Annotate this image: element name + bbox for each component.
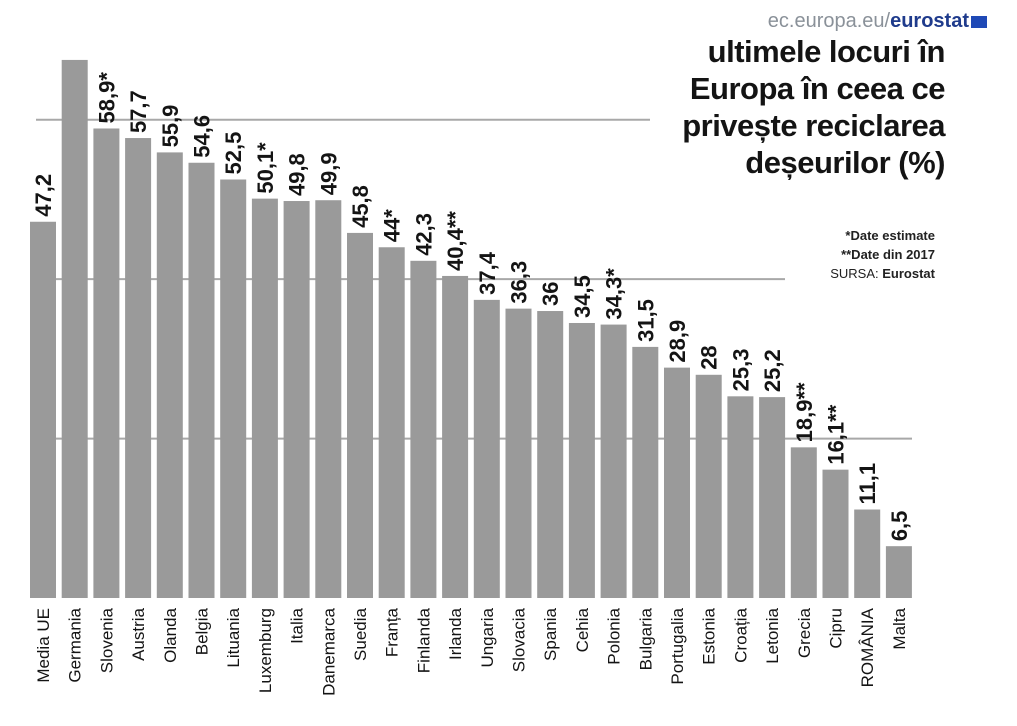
data-label-3: 57,7 [126,90,151,133]
data-label-22: 25,3 [728,348,753,391]
tick-label-24: Grecia [795,607,814,658]
data-label-10: 45,8 [348,185,373,228]
bar-3 [125,138,152,598]
tick-label-13: Irlanda [446,607,465,660]
data-label-5: 54,6 [190,115,215,158]
tick-label-26: ROMÂNIA [858,607,877,687]
chart-notes: *Date estimate **Date din 2017 SURSA: Eu… [830,226,935,283]
data-label-6: 52,5 [221,132,246,175]
data-label-25: 16,1** [824,404,849,464]
bar-18 [600,324,627,598]
bar-17 [568,322,595,598]
note-source: SURSA: Eurostat [830,264,935,283]
chart-title: ultimele locuri în Europa în ceea ce pri… [682,34,945,180]
bar-10 [347,232,373,598]
tick-label-2: Slovenia [97,607,116,673]
bar-20 [664,367,690,598]
data-label-12: 42,3 [411,213,436,256]
bar-11 [378,247,405,598]
tick-label-22: Croația [731,607,750,662]
bar-1 [61,59,88,598]
bar-19 [632,346,659,598]
tick-label-4: Olanda [161,607,180,662]
data-label-19: 31,5 [633,299,658,342]
data-label-21: 28 [697,345,722,369]
data-label-23: 25,2 [760,349,785,392]
eu-flag-icon [971,15,987,28]
bar-9 [315,200,342,598]
category-tick-labels: Media UE Germania Slovenia Austria Olanda Bel… [34,607,909,696]
tick-label-23: Letonia [763,607,782,663]
bar-23 [759,397,786,598]
bar-26 [854,509,881,598]
tick-label-5: Belgia [193,607,212,655]
tick-label-10: Suedia [351,607,370,660]
bar-13 [442,275,469,598]
source-brand: ec.europa.eu/eurostat [768,10,987,33]
bar-24 [790,447,817,598]
note-estimated: *Date estimate [845,228,935,243]
tick-label-0: Media UE [34,608,53,683]
data-label-15: 36,3 [507,261,532,304]
data-label-0: 47,2 [31,174,56,217]
source-domain: ec.europa.eu/ [767,10,891,32]
bar-2 [93,128,120,599]
bar-22 [727,396,754,598]
tick-label-14: Ungaria [478,607,497,667]
bar-8 [283,201,310,598]
data-label-7: 50,1* [253,142,278,194]
tick-label-7: Luxemburg [256,608,275,693]
data-labels: 47,2 58,9* 57,7 55,9 54,6 52,5 50,1* 49,8 49,9 45… [31,72,912,542]
data-label-20: 28,9 [665,320,690,363]
data-label-17: 34,5 [570,275,595,318]
tick-label-20: Portugalia [668,607,687,684]
bar-21 [695,374,722,598]
bar-0 [30,221,56,598]
tick-label-15: Slovacia [510,607,529,672]
data-label-26: 11,1 [855,463,880,505]
tick-label-27: Malta [890,607,909,649]
tick-label-17: Cehia [573,607,592,652]
note-from-2017: **Date din 2017 [841,247,935,262]
data-label-4: 55,9 [158,105,183,148]
data-label-8: 49,8 [285,153,310,196]
data-label-14: 37,4 [475,251,500,295]
tick-label-8: Italia [288,607,307,643]
source-label: SURSA: [830,266,879,281]
source-value: Eurostat [882,266,935,281]
data-label-27: 6,5 [887,511,912,542]
bar-25 [822,469,849,598]
data-label-2: 58,9* [94,72,119,124]
bar-27 [885,546,912,598]
data-label-9: 49,9 [316,152,341,195]
bars [30,59,912,599]
bar-14 [473,299,500,598]
tick-label-3: Austria [129,607,148,660]
bar-4 [156,152,183,598]
data-label-16: 36 [538,282,563,306]
tick-label-11: Franța [383,607,402,657]
tick-label-12: Finlanda [414,607,433,673]
bar-7 [251,198,278,599]
data-label-13: 40,4** [443,211,468,271]
tick-label-18: Polonia [605,607,624,664]
tick-label-19: Bulgaria [636,607,655,670]
tick-label-16: Spania [541,607,560,660]
source-brand-name: eurostat [890,10,969,32]
tick-label-6: Lituania [224,607,243,667]
tick-label-25: Cipru [827,608,846,649]
bar-12 [410,260,437,598]
tick-label-1: Germania [66,607,85,682]
data-label-11: 44* [380,209,405,242]
tick-label-9: Danemarca [319,607,338,695]
tick-label-21: Estonia [700,607,719,664]
data-label-24: 18,9** [792,382,817,442]
bar-16 [537,311,564,598]
bar-15 [505,308,532,598]
bar-6 [220,179,247,598]
bar-5 [188,162,215,598]
data-label-18: 34,3* [602,268,627,320]
